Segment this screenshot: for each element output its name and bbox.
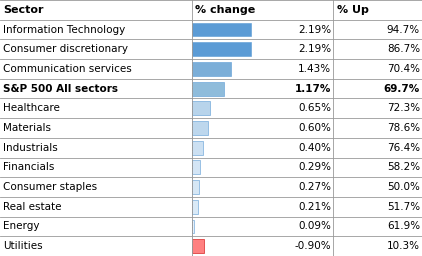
Text: 69.7%: 69.7% (384, 84, 420, 94)
Text: 50.0%: 50.0% (387, 182, 420, 192)
Text: Materials: Materials (3, 123, 51, 133)
Bar (192, 42, 252, 56)
Bar (192, 62, 231, 76)
Text: Healthcare: Healthcare (3, 103, 60, 113)
Bar (192, 101, 210, 115)
Text: Financials: Financials (3, 162, 55, 172)
Text: Sector: Sector (3, 5, 44, 15)
Text: 0.60%: 0.60% (298, 123, 331, 133)
Bar (192, 220, 195, 233)
Bar (192, 121, 208, 135)
Text: 0.65%: 0.65% (298, 103, 331, 113)
Text: Industrials: Industrials (3, 143, 58, 153)
Text: 72.3%: 72.3% (387, 103, 420, 113)
Text: -0.90%: -0.90% (295, 241, 331, 251)
Text: 1.17%: 1.17% (295, 84, 331, 94)
Text: 76.4%: 76.4% (387, 143, 420, 153)
Text: 10.3%: 10.3% (387, 241, 420, 251)
Text: 58.2%: 58.2% (387, 162, 420, 172)
Text: Consumer staples: Consumer staples (3, 182, 97, 192)
Bar (192, 239, 204, 253)
Text: 0.21%: 0.21% (298, 202, 331, 212)
Text: 0.27%: 0.27% (298, 182, 331, 192)
Bar (192, 141, 203, 155)
Text: Energy: Energy (3, 221, 40, 231)
Text: % change: % change (195, 5, 256, 15)
Text: 2.19%: 2.19% (298, 44, 331, 54)
Text: S&P 500 All sectors: S&P 500 All sectors (3, 84, 119, 94)
Bar (192, 82, 224, 95)
Text: 0.09%: 0.09% (298, 221, 331, 231)
Text: 78.6%: 78.6% (387, 123, 420, 133)
Text: 0.40%: 0.40% (298, 143, 331, 153)
Bar (192, 23, 252, 36)
Text: Consumer discretionary: Consumer discretionary (3, 44, 128, 54)
Text: 94.7%: 94.7% (387, 25, 420, 35)
Text: 86.7%: 86.7% (387, 44, 420, 54)
Text: 70.4%: 70.4% (387, 64, 420, 74)
Text: 51.7%: 51.7% (387, 202, 420, 212)
Text: % Up: % Up (337, 5, 369, 15)
Text: Communication services: Communication services (3, 64, 132, 74)
Bar (192, 200, 197, 214)
Text: 61.9%: 61.9% (387, 221, 420, 231)
Text: Real estate: Real estate (3, 202, 62, 212)
Text: Utilities: Utilities (3, 241, 43, 251)
Text: 0.29%: 0.29% (298, 162, 331, 172)
Bar (192, 180, 199, 194)
Text: 1.43%: 1.43% (298, 64, 331, 74)
Bar (192, 161, 200, 174)
Text: 2.19%: 2.19% (298, 25, 331, 35)
Text: Information Technology: Information Technology (3, 25, 126, 35)
